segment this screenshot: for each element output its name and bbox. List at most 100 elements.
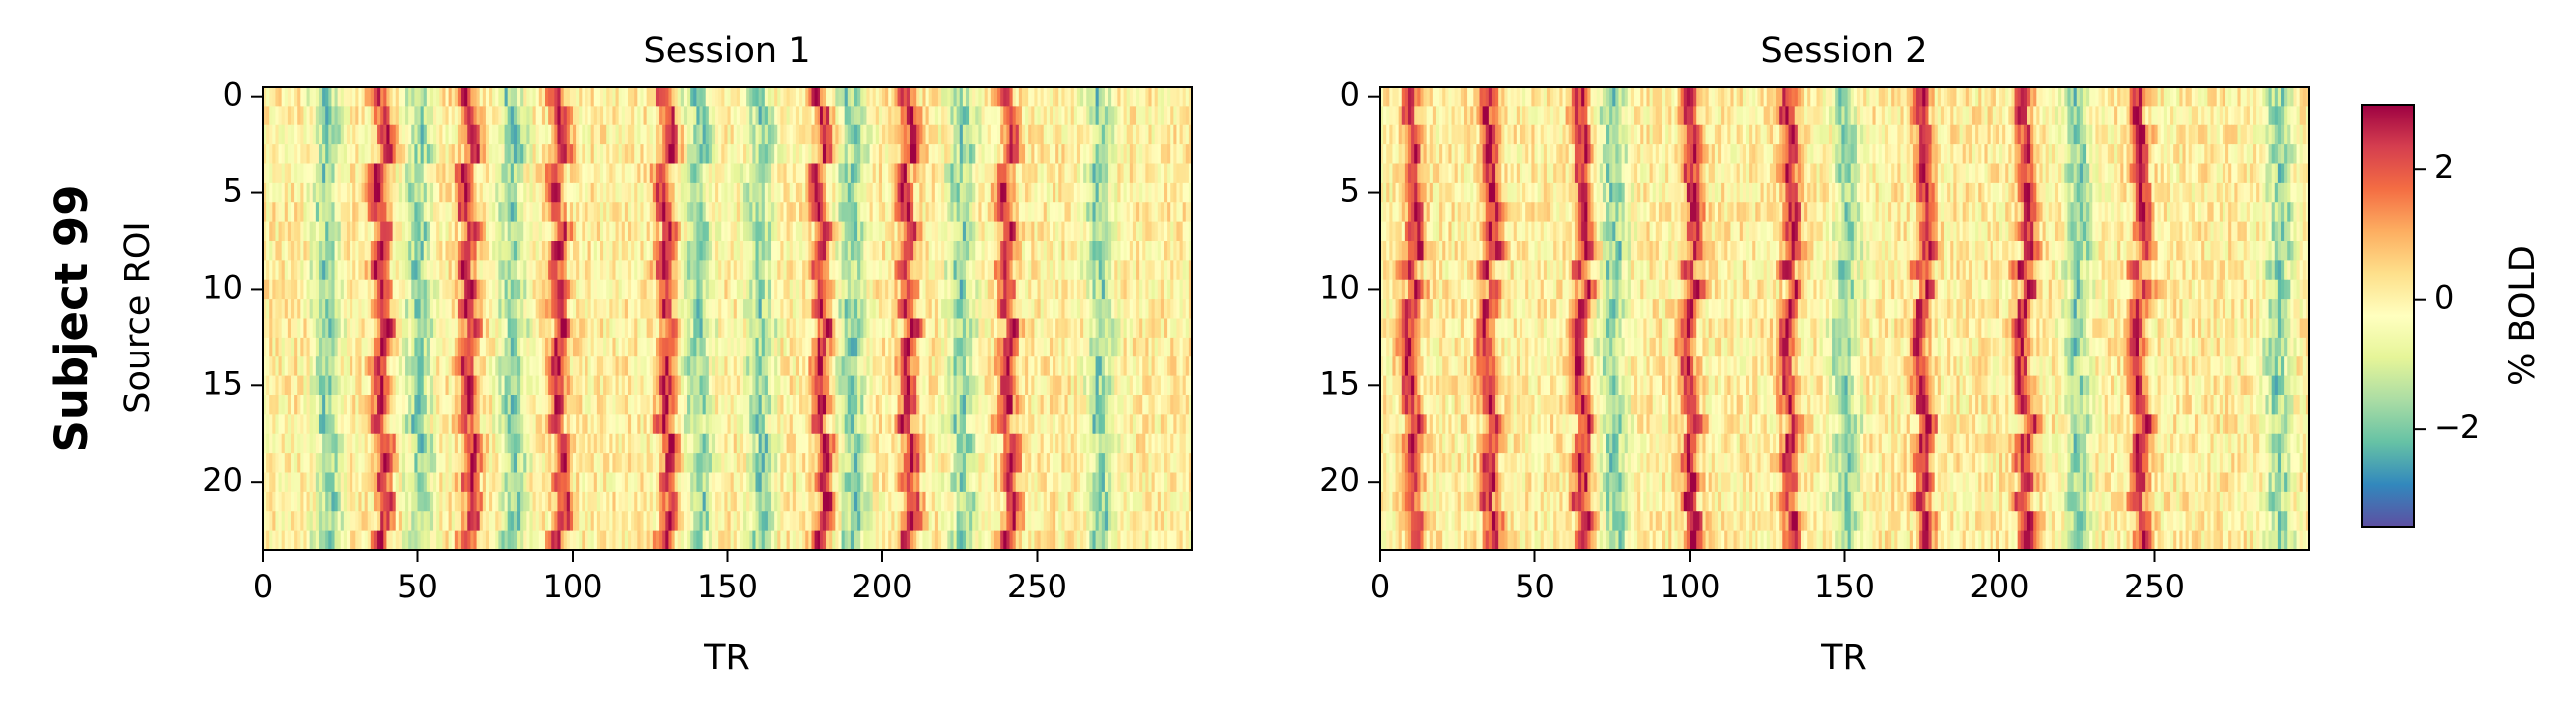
heatmap-cell bbox=[640, 106, 645, 126]
heatmap-cell bbox=[866, 202, 871, 223]
heatmap-cell bbox=[733, 260, 738, 281]
heatmap-cell bbox=[312, 106, 317, 126]
heatmap-cell bbox=[854, 299, 858, 320]
heatmap-cell bbox=[1145, 87, 1150, 107]
heatmap-cell bbox=[736, 318, 741, 339]
heatmap-cell bbox=[947, 337, 952, 357]
heatmap-cell bbox=[401, 279, 406, 300]
heatmap-cell bbox=[1018, 182, 1023, 203]
heatmap-cell bbox=[993, 318, 998, 339]
heatmap-cell bbox=[573, 299, 577, 320]
heatmap-cell bbox=[805, 163, 809, 184]
heatmap-cell bbox=[370, 356, 375, 377]
heatmap-cell bbox=[1167, 299, 1171, 320]
heatmap-cell bbox=[272, 375, 277, 396]
heatmap-cell bbox=[532, 202, 537, 223]
heatmap-cell bbox=[727, 221, 732, 242]
heatmap-cell bbox=[492, 337, 496, 357]
heatmap-cell bbox=[699, 318, 704, 339]
heatmap-cell bbox=[1129, 241, 1134, 261]
heatmap-cell bbox=[1114, 318, 1118, 339]
heatmap-cell bbox=[1037, 241, 1042, 261]
heatmap-cell bbox=[411, 221, 415, 242]
heatmap-cell bbox=[526, 299, 531, 320]
heatmap-cell bbox=[377, 337, 381, 357]
heatmap-cell bbox=[1164, 299, 1168, 320]
heatmap-cell bbox=[863, 318, 868, 339]
heatmap-cell bbox=[1179, 241, 1184, 261]
heatmap-cell bbox=[476, 87, 481, 107]
heatmap-cell bbox=[318, 395, 323, 415]
heatmap-cell bbox=[312, 124, 317, 145]
heatmap-cell bbox=[665, 221, 670, 242]
heatmap-cell bbox=[1188, 279, 1192, 300]
heatmap-cell bbox=[563, 144, 568, 165]
heatmap-cell bbox=[1176, 87, 1181, 107]
heatmap-cell bbox=[668, 260, 673, 281]
heatmap-cell bbox=[405, 241, 409, 261]
heatmap-cell bbox=[551, 182, 555, 203]
heatmap-cell bbox=[473, 221, 478, 242]
heatmap-cell bbox=[820, 260, 824, 281]
heatmap-cell bbox=[557, 279, 562, 300]
heatmap-cell bbox=[897, 356, 902, 377]
heatmap-cell bbox=[1148, 182, 1153, 203]
heatmap-cell bbox=[906, 163, 911, 184]
heatmap-cell bbox=[352, 144, 356, 165]
heatmap-cell bbox=[878, 337, 883, 357]
heatmap-cell bbox=[1028, 279, 1032, 300]
heatmap-cell bbox=[582, 87, 586, 107]
heatmap-cell bbox=[721, 144, 725, 165]
heatmap-cell bbox=[894, 124, 899, 145]
heatmap-cell bbox=[950, 106, 955, 126]
heatmap-cell bbox=[844, 260, 849, 281]
heatmap-cell bbox=[975, 163, 980, 184]
heatmap-cell bbox=[1176, 144, 1181, 165]
heatmap-cell bbox=[808, 375, 813, 396]
heatmap-cell bbox=[1076, 299, 1081, 320]
heatmap-cell bbox=[792, 356, 797, 377]
heatmap-cell bbox=[405, 221, 409, 242]
heatmap-cell bbox=[916, 299, 920, 320]
heatmap-cell bbox=[554, 260, 559, 281]
heatmap-cell bbox=[752, 182, 757, 203]
heatmap-cell bbox=[383, 163, 387, 184]
heatmap-cell bbox=[733, 163, 738, 184]
heatmap-cell bbox=[278, 163, 283, 184]
heatmap-cell bbox=[882, 375, 886, 396]
heatmap-cell bbox=[780, 260, 785, 281]
heatmap-cell bbox=[786, 395, 791, 415]
heatmap-cell bbox=[1043, 260, 1048, 281]
heatmap-cell bbox=[350, 221, 353, 242]
heatmap-cell bbox=[489, 144, 493, 165]
heatmap-cell bbox=[711, 337, 716, 357]
heatmap-cell bbox=[1173, 318, 1178, 339]
heatmap-cell bbox=[1012, 163, 1017, 184]
heatmap-cell bbox=[485, 182, 490, 203]
heatmap-cell bbox=[569, 163, 574, 184]
heatmap-cell bbox=[1111, 337, 1115, 357]
heatmap-cell bbox=[1058, 221, 1062, 242]
heatmap-cell bbox=[281, 182, 286, 203]
heatmap-cell bbox=[990, 375, 995, 396]
heatmap-cell bbox=[269, 202, 273, 223]
heatmap-cell bbox=[882, 241, 886, 261]
heatmap-cell bbox=[343, 144, 348, 165]
heatmap-cell bbox=[903, 144, 908, 165]
heatmap-cell bbox=[832, 318, 836, 339]
heatmap-cell bbox=[1132, 202, 1137, 223]
heatmap-cell bbox=[944, 356, 948, 377]
heatmap-cell bbox=[652, 356, 657, 377]
heatmap-cell bbox=[408, 356, 412, 377]
heatmap-cell bbox=[303, 144, 308, 165]
heatmap-cell bbox=[417, 221, 422, 242]
heatmap-cell bbox=[860, 87, 864, 107]
heatmap-cell bbox=[761, 395, 766, 415]
heatmap-cell bbox=[715, 221, 719, 242]
heatmap-cell bbox=[984, 124, 989, 145]
heatmap-cell bbox=[758, 124, 763, 145]
heatmap-cell bbox=[928, 241, 933, 261]
heatmap-cell bbox=[405, 395, 409, 415]
heatmap-cell bbox=[857, 279, 861, 300]
heatmap-cell bbox=[677, 241, 682, 261]
